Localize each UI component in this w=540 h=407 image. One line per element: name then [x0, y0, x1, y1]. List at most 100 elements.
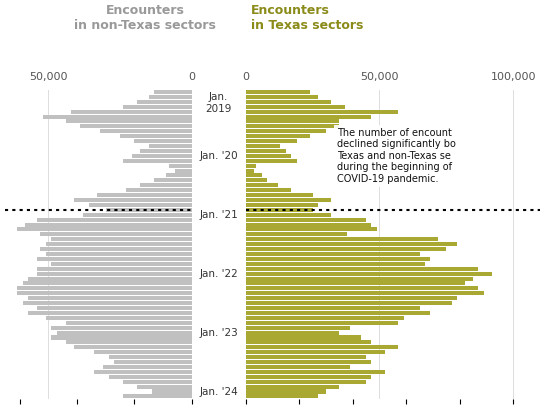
Bar: [152, 389, 192, 394]
Bar: [109, 375, 192, 379]
Bar: [246, 218, 366, 222]
Bar: [140, 149, 192, 153]
Bar: [246, 198, 332, 202]
Bar: [23, 282, 192, 285]
Bar: [123, 159, 192, 163]
Text: The number of encount
declined significantly bo
Texas and non-Texas se
during th: The number of encount declined significa…: [336, 128, 456, 184]
Bar: [246, 129, 326, 133]
Bar: [246, 350, 385, 354]
Bar: [246, 257, 430, 261]
Bar: [246, 134, 310, 138]
Bar: [37, 257, 192, 261]
Bar: [246, 267, 478, 271]
Text: Jan.
2019: Jan. 2019: [206, 92, 232, 114]
Bar: [246, 208, 313, 212]
Bar: [169, 164, 192, 168]
Bar: [246, 95, 318, 99]
Bar: [246, 311, 430, 315]
Text: Jan. '20: Jan. '20: [199, 151, 238, 161]
Bar: [246, 296, 457, 300]
Bar: [106, 208, 192, 212]
Bar: [246, 389, 326, 394]
Text: Jan. '21: Jan. '21: [199, 210, 238, 220]
Bar: [246, 282, 465, 285]
Bar: [65, 119, 192, 123]
Bar: [246, 355, 366, 359]
Bar: [45, 242, 192, 246]
Bar: [103, 365, 192, 369]
Bar: [45, 316, 192, 320]
Bar: [140, 183, 192, 187]
Bar: [89, 203, 192, 207]
Bar: [246, 237, 438, 241]
Text: Encounters
in non-Texas sectors: Encounters in non-Texas sectors: [74, 4, 216, 32]
Bar: [17, 228, 192, 232]
Bar: [246, 105, 345, 109]
Bar: [246, 321, 398, 325]
Bar: [94, 350, 192, 354]
Bar: [246, 316, 403, 320]
Bar: [51, 237, 192, 241]
Bar: [71, 109, 192, 114]
Bar: [17, 291, 192, 295]
Bar: [246, 385, 339, 389]
Bar: [40, 232, 192, 236]
Bar: [246, 301, 452, 305]
Bar: [246, 173, 262, 177]
Bar: [246, 287, 478, 291]
Bar: [246, 242, 457, 246]
Bar: [246, 291, 484, 295]
Bar: [43, 114, 192, 118]
Bar: [154, 90, 192, 94]
Bar: [246, 276, 473, 280]
Bar: [246, 213, 332, 217]
Bar: [246, 164, 256, 168]
Bar: [246, 306, 420, 310]
Bar: [246, 262, 425, 266]
Text: Jan. '24: Jan. '24: [199, 387, 238, 396]
Bar: [148, 144, 192, 148]
Bar: [37, 271, 192, 276]
Bar: [51, 326, 192, 330]
Bar: [123, 105, 192, 109]
Bar: [246, 109, 398, 114]
Bar: [166, 173, 192, 177]
Bar: [37, 218, 192, 222]
Bar: [246, 144, 280, 148]
Bar: [45, 252, 192, 256]
Bar: [28, 311, 192, 315]
Bar: [246, 149, 286, 153]
Bar: [65, 321, 192, 325]
Bar: [25, 223, 192, 227]
Bar: [137, 385, 192, 389]
Bar: [51, 335, 192, 339]
Bar: [246, 159, 296, 163]
Bar: [246, 114, 372, 118]
Bar: [246, 247, 447, 251]
Bar: [83, 213, 192, 217]
Bar: [74, 198, 192, 202]
Bar: [23, 301, 192, 305]
Bar: [246, 228, 377, 232]
Bar: [57, 330, 192, 335]
Bar: [246, 203, 318, 207]
Bar: [134, 139, 192, 143]
Bar: [246, 370, 385, 374]
Bar: [97, 193, 192, 197]
Bar: [74, 345, 192, 349]
Bar: [114, 360, 192, 364]
Bar: [246, 183, 278, 187]
Bar: [37, 306, 192, 310]
Bar: [246, 335, 361, 339]
Bar: [94, 370, 192, 374]
Bar: [137, 100, 192, 104]
Bar: [120, 134, 192, 138]
Bar: [246, 360, 372, 364]
Bar: [246, 178, 267, 182]
Bar: [246, 154, 291, 158]
Bar: [100, 129, 192, 133]
Bar: [246, 252, 420, 256]
Bar: [246, 365, 350, 369]
Bar: [246, 119, 339, 123]
Bar: [40, 247, 192, 251]
